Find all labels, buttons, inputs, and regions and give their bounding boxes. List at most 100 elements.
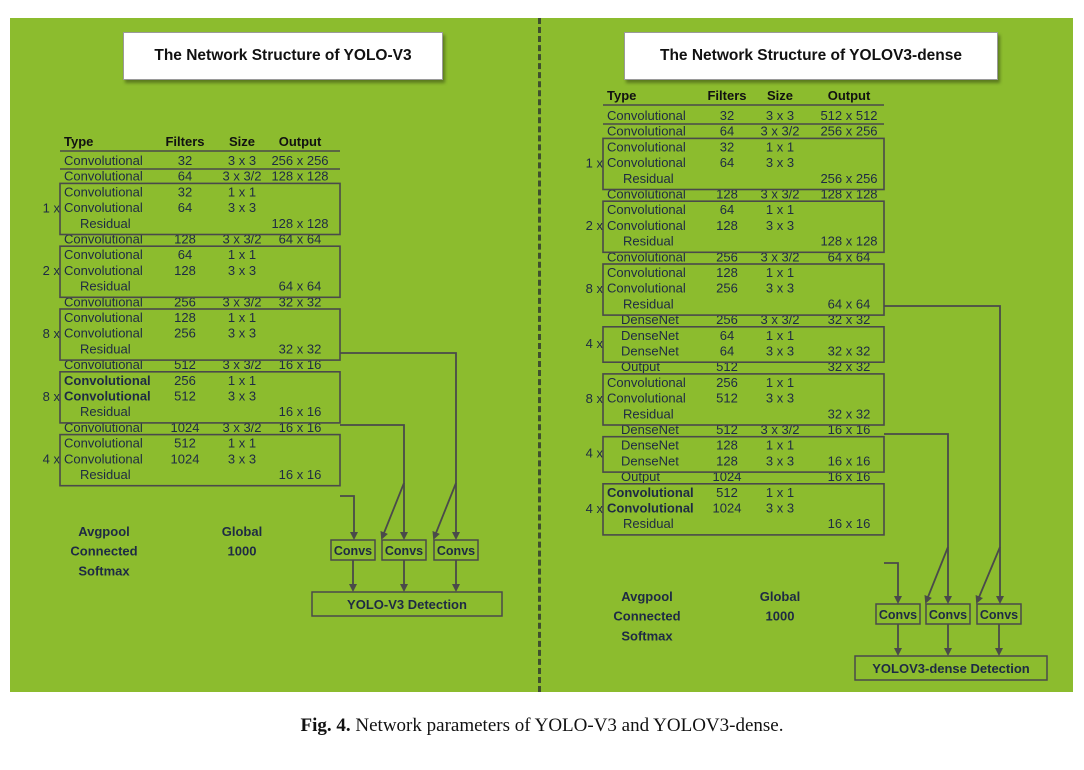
row-filters: 64 <box>178 247 192 262</box>
residual-block <box>602 263 885 316</box>
row-output: 16 x 16 <box>279 404 322 419</box>
row-size: 3 x 3 <box>766 218 794 233</box>
row-filters: 512 <box>174 389 196 404</box>
column-header-type: Type <box>607 88 636 103</box>
column-header-size: Size <box>229 134 255 149</box>
row-type: Convolutional <box>64 373 151 388</box>
row-size: 3 x 3 <box>228 326 256 341</box>
row-filters: 64 <box>720 328 734 343</box>
detection-label: YOLO-V3 Detection <box>347 597 467 612</box>
row-filters: 32 <box>178 184 192 199</box>
row-filters: 64 <box>720 344 734 359</box>
network-diagram: Type Filters Size Output Convolutional 32 3 x … <box>43 88 1048 681</box>
repeat-count: 8 x <box>586 281 604 296</box>
row-filters: 64 <box>178 169 192 184</box>
row-type: Residual <box>80 404 131 419</box>
row-type: Convolutional <box>64 451 143 466</box>
row-size: 3 x 3/2 <box>760 124 799 139</box>
row-type: DenseNet <box>621 438 679 453</box>
row-size: 1 x 1 <box>228 436 256 451</box>
row-type: Residual <box>80 279 131 294</box>
row-output: 16 x 16 <box>828 453 871 468</box>
right-title: The Network Structure of YOLOV3-dense <box>624 32 998 80</box>
feature-route-arrow <box>884 562 902 604</box>
row-filters: 256 <box>716 375 738 390</box>
left-network-table: Type Filters Size Output Convolutional 32 3 x … <box>43 134 341 578</box>
convs-label: Convs <box>929 608 967 622</box>
row-size: 1 x 1 <box>766 485 794 500</box>
row-size: 3 x 3 <box>228 451 256 466</box>
residual-block <box>59 182 341 236</box>
row-output: 16 x 16 <box>279 467 322 482</box>
tail-size: Global <box>222 524 262 539</box>
row-filters: 64 <box>720 202 734 217</box>
row-output: 256 x 256 <box>820 171 877 186</box>
row-size: 3 x 3 <box>766 281 794 296</box>
row-filters: 128 <box>716 438 738 453</box>
row-size: 1 x 1 <box>766 202 794 217</box>
row-size: 3 x 3 <box>228 389 256 404</box>
left-detection-head: Convs Convs Convs YOLO-V3 Detection <box>311 352 503 617</box>
feature-route-arrow <box>924 546 949 604</box>
feature-route-arrow <box>340 424 405 540</box>
convs-label: Convs <box>437 544 475 558</box>
row-size: 3 x 3 <box>766 501 794 516</box>
row-filters: 32 <box>720 139 734 154</box>
residual-block <box>59 308 341 361</box>
row-type: DenseNet <box>621 453 679 468</box>
detection-box <box>311 591 503 617</box>
tail-type: Softmax <box>78 563 130 578</box>
tail-size: 1000 <box>228 544 257 559</box>
row-size: 3 x 3 <box>766 344 794 359</box>
convs-label: Convs <box>980 608 1018 622</box>
column-header-filters: Filters <box>707 88 746 103</box>
residual-block <box>602 435 885 473</box>
row-size: 1 x 1 <box>766 438 794 453</box>
convs-label: Convs <box>879 608 917 622</box>
row-filters: 1024 <box>713 501 742 516</box>
row-filters: 128 <box>716 218 738 233</box>
row-output: 256 x 256 <box>271 153 328 168</box>
row-size: 3 x 3 <box>766 108 794 123</box>
detection-box <box>854 655 1048 681</box>
tail-type: Avgpool <box>78 524 130 539</box>
row-filters: 32 <box>720 108 734 123</box>
residual-block <box>59 433 341 487</box>
row-filters: 256 <box>174 373 196 388</box>
row-type: Convolutional <box>607 375 686 390</box>
row-type: Convolutional <box>607 265 686 280</box>
row-type: Convolutional <box>64 389 151 404</box>
row-type: Convolutional <box>64 436 143 451</box>
row-size: 3 x 3 <box>766 155 794 170</box>
figure-caption: Fig. 4. Network parameters of YOLO-V3 an… <box>0 715 1084 737</box>
panel-divider <box>538 18 541 692</box>
row-type: Convolutional <box>64 153 143 168</box>
column-header-size: Size <box>767 88 793 103</box>
residual-block <box>602 200 885 254</box>
row-type: Residual <box>80 216 131 231</box>
row-filters: 64 <box>720 155 734 170</box>
row-type: Residual <box>80 341 131 356</box>
repeat-count: 8 x <box>43 326 61 341</box>
row-filters: 1024 <box>171 451 200 466</box>
repeat-count: 4 x <box>586 446 604 461</box>
tail-type: Avgpool <box>621 589 673 604</box>
row-type: Residual <box>623 516 674 531</box>
repeat-count: 8 x <box>586 391 604 406</box>
convs-label: Convs <box>334 544 372 558</box>
row-size: 3 x 3 <box>228 263 256 278</box>
row-filters: 512 <box>716 485 738 500</box>
convs-label: Convs <box>385 544 423 558</box>
row-type: Convolutional <box>607 202 686 217</box>
feature-route-arrow <box>975 546 1001 604</box>
row-output: 64 x 64 <box>279 279 322 294</box>
feature-route-arrow <box>884 305 1004 604</box>
row-type: Convolutional <box>607 124 686 139</box>
row-output: 32 x 32 <box>828 406 871 421</box>
row-output: 256 x 256 <box>820 124 877 139</box>
row-filters: 128 <box>716 265 738 280</box>
column-header-type: Type <box>64 134 93 149</box>
row-size: 1 x 1 <box>766 375 794 390</box>
row-type: Residual <box>623 234 674 249</box>
repeat-count: 2 x <box>43 263 61 278</box>
